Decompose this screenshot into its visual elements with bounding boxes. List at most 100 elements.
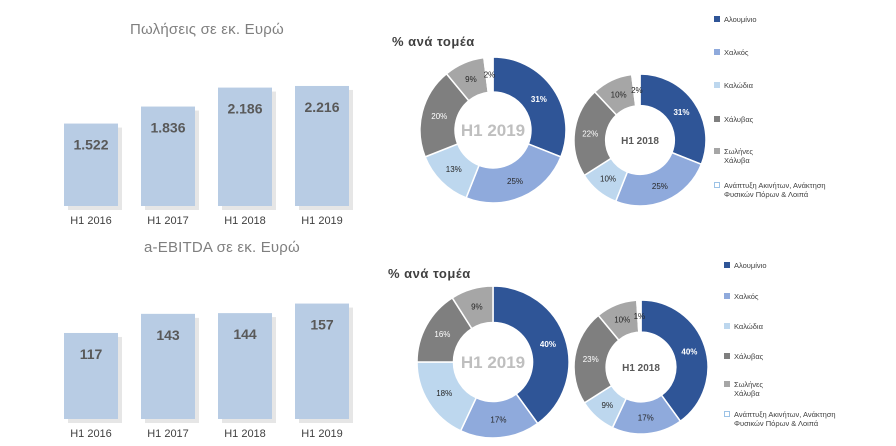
bar-value-label: 2.186	[227, 101, 262, 117]
ebitda-donut-h1-2019: 40% 17% 18% 16% 9% H1 2019	[416, 285, 570, 439]
aluminium-slice	[492, 56, 567, 158]
legend-label: Σωλήνες Χάλυβα	[724, 147, 753, 165]
slice-label: 25%	[652, 182, 668, 191]
slice-label: 22%	[582, 130, 598, 139]
steel-pipes-swatch	[714, 148, 720, 154]
aluminium-swatch	[714, 16, 720, 22]
bar	[64, 332, 118, 419]
steel-pipes-swatch	[724, 381, 730, 387]
category-tick-label: H1 2018	[224, 215, 266, 227]
legend-item: Ανάπτυξη Ακινήτων, Ανάκτηση Φυσικών Πόρω…	[724, 410, 854, 428]
property-slice	[635, 299, 642, 334]
sector-title-top: % ανά τομέα	[392, 34, 475, 49]
legend-item: Αλουμίνιο	[724, 261, 767, 270]
sales-bar-chart: 1.522 H1 2016 1.836 H1 2017 2.186 H1 2018 2.21…	[64, 85, 353, 227]
copper-slice	[465, 143, 562, 204]
steel-swatch	[714, 116, 720, 122]
bar	[218, 87, 272, 206]
legend-label: Χαλκός	[724, 48, 749, 57]
legend-label: Χάλυβας	[734, 352, 764, 361]
bar-value-label: 1.522	[73, 137, 108, 153]
slice-label: 18%	[436, 389, 452, 398]
legend-label: Καλώδια	[734, 322, 763, 331]
donut-center-label: H1 2019	[461, 121, 525, 140]
bar	[218, 313, 272, 419]
slice-label: 23%	[583, 355, 599, 364]
legend-item: Αλουμίνιο	[714, 15, 757, 24]
legend-label: Αλουμίνιο	[734, 261, 767, 270]
sales-donut-h1-2018: 31% 25% 10% 22% 10% 2% H1 2018	[573, 73, 707, 207]
legend-item: Χαλκός	[724, 292, 759, 301]
slice-label: 31%	[673, 108, 689, 117]
legend-label: Καλώδια	[724, 81, 753, 90]
bar-value-label: 117	[80, 346, 103, 362]
aluminium-slice	[639, 73, 707, 166]
ebitda-donut-h1-2018: 40% 17% 9% 23% 10% 1% H1 2018	[573, 299, 709, 435]
ebitda-chart-title: a-EBITDA σε εκ. Ευρώ	[144, 239, 300, 256]
legend-label: Ανάπτυξη Ακινήτων, Ανάκτηση Φυσικών Πόρω…	[734, 410, 836, 428]
slice-label: 10%	[611, 91, 627, 100]
slice-label: 16%	[434, 330, 450, 339]
legend-item: Χαλκός	[714, 48, 749, 57]
aluminium-slice	[640, 299, 709, 423]
bar	[295, 303, 349, 419]
cables-swatch	[724, 323, 730, 329]
legend-item: Σωλήνες Χάλυβα	[724, 380, 786, 398]
slice-label: 40%	[540, 340, 556, 349]
bar	[141, 313, 195, 419]
slice-label: 17%	[638, 414, 654, 423]
bar-value-label: 1.836	[150, 120, 185, 136]
bar-value-label: 2.216	[304, 99, 339, 115]
legend-item: Σωλήνες Χάλυβα	[714, 147, 776, 165]
steel-pipes-slice	[451, 285, 494, 330]
sector-legend-top: Αλουμίνιο Χαλκός Καλώδια Χάλυβας Σωλήνες…	[714, 0, 844, 230]
legend-label: Χάλυβας	[724, 115, 754, 124]
category-tick-label: H1 2016	[70, 428, 112, 440]
copper-swatch	[714, 49, 720, 55]
legend-item: Ανάπτυξη Ακινήτων, Ανάκτηση Φυσικών Πόρω…	[714, 181, 832, 199]
donut-center-label: H1 2018	[621, 136, 659, 147]
property-swatch	[724, 411, 730, 417]
slice-label: 17%	[490, 416, 506, 425]
slice-label: 20%	[431, 112, 447, 121]
aluminium-swatch	[724, 262, 730, 268]
legend-item: Καλώδια	[714, 81, 753, 90]
property-slice	[630, 73, 641, 107]
legend-item: Χάλυβας	[724, 352, 763, 361]
slice-label: 31%	[531, 95, 547, 104]
bar	[295, 85, 349, 206]
slice-label: 2%	[631, 86, 643, 95]
ebitda-bar-chart: 117 H1 2016 143 H1 2017 144 H1 2018 157 H1 2019	[64, 303, 353, 440]
bar-value-label: 157	[310, 317, 334, 333]
slice-label: 13%	[446, 165, 462, 174]
legend-label: Αλουμίνιο	[724, 15, 757, 24]
sector-legend-bottom: Αλουμίνιο Χαλκός Καλώδια Χάλυβας Σωλήνες…	[724, 255, 854, 445]
category-tick-label: H1 2017	[147, 215, 189, 227]
slice-label: 9%	[471, 303, 483, 312]
sector-title-bottom: % ανά τομέα	[388, 266, 471, 281]
legend-item: Χάλυβας	[714, 115, 753, 124]
category-tick-label: H1 2017	[147, 428, 189, 440]
legend-item: Καλώδια	[724, 322, 763, 331]
donut-center-label: H1 2019	[461, 353, 525, 372]
bar-value-label: 143	[156, 327, 180, 343]
slice-label: 9%	[602, 401, 614, 410]
slice-label: 9%	[465, 75, 477, 84]
property-swatch	[714, 182, 720, 188]
slice-label: 2%	[484, 71, 496, 80]
category-tick-label: H1 2019	[301, 215, 343, 227]
copper-slice	[614, 151, 703, 207]
slice-label: 1%	[634, 312, 646, 321]
legend-label: Ανάπτυξη Ακινήτων, Ανάκτηση Φυσικών Πόρω…	[724, 181, 826, 199]
cables-swatch	[714, 82, 720, 88]
slice-label: 10%	[614, 316, 630, 325]
copper-swatch	[724, 293, 730, 299]
bar	[141, 106, 195, 206]
legend-label: Σωλήνες Χάλυβα	[734, 380, 763, 398]
bar-value-label: 144	[233, 326, 257, 342]
category-tick-label: H1 2016	[70, 215, 112, 227]
aluminium-slice	[492, 285, 570, 425]
category-tick-label: H1 2019	[301, 428, 343, 440]
slice-label: 25%	[507, 177, 523, 186]
sales-chart-title: Πωλήσεις σε εκ. Ευρώ	[130, 21, 284, 38]
